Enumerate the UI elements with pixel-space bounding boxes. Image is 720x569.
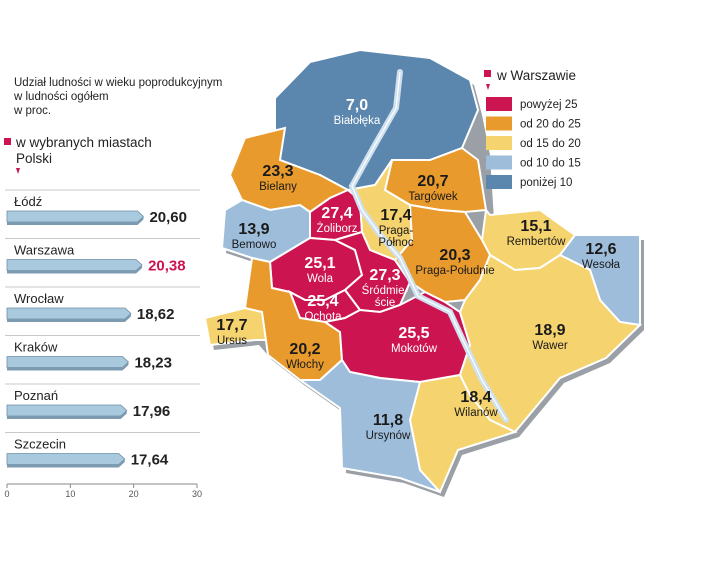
legend-label: poniżej 10 (520, 177, 572, 189)
bar (6, 453, 126, 465)
district-value-label: 18,4 (460, 389, 491, 406)
district-value-label: 25,1 (304, 255, 335, 272)
bar-shadow (7, 216, 144, 225)
district-name-label: Ochota (304, 311, 342, 323)
district-name-label: Włochy (286, 359, 324, 371)
bar-value-label: 17,96 (133, 403, 171, 420)
cities-heading-arrow-icon (16, 168, 20, 174)
legend-swatch (486, 136, 512, 150)
district-value-label: 25,4 (307, 293, 338, 310)
legend-heading-marker (484, 70, 491, 77)
legend-label: od 20 do 25 (520, 119, 581, 131)
district-name-label: Wilanów (454, 407, 498, 419)
x-tick-label: 20 (129, 489, 139, 499)
bar (6, 404, 128, 417)
district-value-label: 18,9 (534, 322, 565, 339)
bar (6, 259, 143, 271)
bar-value-label: 18,23 (134, 355, 172, 372)
warsaw-map (203, 48, 644, 497)
bar-category-label: Warszawa (14, 243, 75, 258)
legend-heading: w Warszawie (496, 68, 576, 83)
district-name-label: Bielany (259, 181, 297, 193)
bar-value-label: 20,60 (149, 209, 187, 226)
district-value-label: 17,7 (216, 317, 247, 334)
district-value-label: 23,3 (262, 163, 293, 180)
bar (6, 356, 130, 368)
cities-heading-marker (4, 138, 11, 145)
legend-label: powyżej 25 (520, 99, 578, 111)
district-value-label: 17,4 (380, 207, 411, 224)
bar-value-label: 17,64 (131, 452, 169, 469)
legend-swatch (486, 97, 512, 111)
description-line-3: w proc. (13, 105, 51, 117)
district-value-label: 20,2 (289, 341, 320, 358)
district-value-label: 27,4 (321, 205, 352, 222)
bar-value-label: 18,62 (137, 306, 175, 323)
legend-label: od 10 do 15 (520, 158, 581, 170)
district-name-label: Praga-Południe (415, 265, 494, 277)
cities-heading-line-1: w wybranych miastach (15, 135, 152, 150)
legend-swatch (486, 155, 512, 170)
bar-shadow (7, 362, 129, 371)
bar-value-label: 20,38 (148, 258, 186, 275)
legend-heading-arrow-icon (486, 84, 490, 90)
district-name-label: Bemowo (232, 239, 277, 251)
district-name-label: Praga- (379, 225, 414, 237)
district-name-label: Północ (378, 237, 413, 249)
district-name-label: Białołęka (334, 115, 381, 127)
bar (6, 307, 132, 320)
bar-category-label: Poznań (14, 388, 58, 403)
district-name-label: Śródmie- (362, 284, 409, 297)
district-value-label: 15,1 (520, 218, 551, 235)
legend-swatch (486, 116, 512, 131)
bar-category-label: Wrocław (14, 291, 64, 306)
x-tick-label: 30 (192, 489, 202, 499)
district-value-label: 12,6 (585, 241, 616, 258)
district-value-label: 7,0 (346, 97, 368, 114)
bar-shadow (7, 459, 125, 468)
district-ursynow (296, 358, 441, 493)
district-value-label: 20,3 (439, 247, 470, 264)
district-name-label: ście (375, 297, 395, 309)
district-value-label: 13,9 (238, 221, 269, 238)
bar-shadow (7, 265, 143, 274)
legend-label: od 15 do 20 (520, 138, 581, 150)
x-tick-label: 0 (4, 489, 9, 499)
description-line-2: w ludności ogółem (13, 91, 109, 103)
city-bar-chart: Łódź 20,60 Warszawa 20,38 Wrocław 18,62 Kraków… (4, 189, 202, 499)
bar-shadow (7, 313, 131, 322)
district-name-label: Wesoła (582, 259, 621, 271)
district-value-label: 27,3 (369, 267, 400, 284)
district-name-label: Wawer (532, 340, 568, 352)
district-wawer (458, 253, 643, 434)
legend: powyżej 25 od 20 do 25 od 15 do 20 od 10 do… (486, 97, 581, 189)
district-name-label: Mokotów (391, 343, 438, 355)
legend-swatch (486, 175, 512, 189)
district-name-label: Targówek (408, 191, 457, 203)
bar-category-label: Szczecin (14, 437, 66, 452)
bar-shadow (7, 410, 127, 419)
district-value-label: 20,7 (417, 173, 448, 190)
district-name-label: Ursynów (366, 430, 411, 442)
bar (6, 210, 145, 223)
cities-heading-line-2: Polski (16, 151, 52, 166)
district-name-label: Ursus (217, 335, 247, 347)
x-tick-label: 10 (65, 489, 75, 499)
district-name-label: Rembertów (507, 236, 566, 248)
district-value-label: 25,5 (398, 325, 429, 342)
district-name-label: Wola (307, 273, 334, 285)
description-line-1: Udział ludności w wieku poprodukcyjnym (14, 77, 222, 89)
district-value-label: 11,8 (373, 412, 403, 429)
vistula-river-center (351, 71, 507, 421)
district-name-label: Żoliborz (317, 222, 358, 235)
bar-category-label: Kraków (14, 340, 58, 355)
bar-category-label: Łódź (14, 194, 42, 209)
